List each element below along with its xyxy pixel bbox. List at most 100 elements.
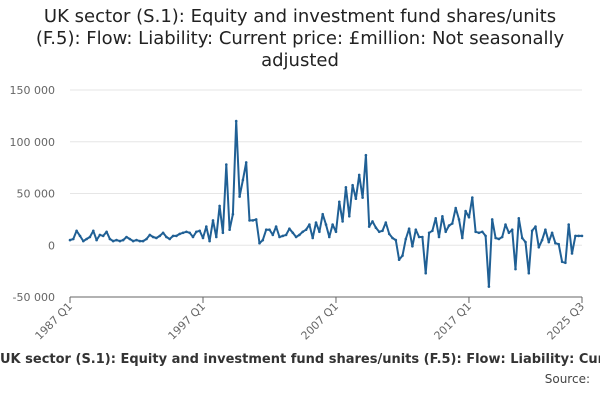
data-point[interactable] bbox=[201, 236, 205, 240]
data-point[interactable] bbox=[537, 246, 541, 249]
data-point[interactable] bbox=[411, 245, 414, 248]
data-point[interactable] bbox=[401, 254, 404, 257]
data-point[interactable] bbox=[381, 229, 384, 233]
data-point[interactable] bbox=[161, 231, 165, 235]
data-point[interactable] bbox=[118, 239, 122, 243]
data-point[interactable] bbox=[441, 215, 444, 218]
data-point[interactable] bbox=[547, 240, 551, 244]
data-point[interactable] bbox=[248, 219, 251, 222]
data-point[interactable] bbox=[437, 235, 441, 239]
data-point[interactable] bbox=[175, 234, 178, 238]
data-point[interactable] bbox=[574, 234, 577, 238]
data-point[interactable] bbox=[407, 227, 411, 230]
data-point[interactable] bbox=[195, 230, 198, 234]
data-point[interactable] bbox=[314, 221, 318, 224]
data-point[interactable] bbox=[181, 231, 185, 235]
data-point[interactable] bbox=[527, 271, 531, 275]
data-point[interactable] bbox=[318, 230, 321, 234]
data-point[interactable] bbox=[484, 234, 487, 238]
data-point[interactable] bbox=[121, 238, 125, 242]
data-point[interactable] bbox=[444, 230, 448, 234]
data-point[interactable] bbox=[92, 229, 95, 233]
data-point[interactable] bbox=[254, 218, 258, 221]
data-point[interactable] bbox=[424, 271, 428, 275]
data-point[interactable] bbox=[524, 240, 527, 244]
data-point[interactable] bbox=[497, 237, 501, 241]
data-point[interactable] bbox=[98, 233, 102, 237]
data-point[interactable] bbox=[461, 236, 464, 240]
data-point[interactable] bbox=[374, 226, 378, 229]
data-point[interactable] bbox=[294, 235, 298, 239]
data-point[interactable] bbox=[264, 228, 268, 231]
data-point[interactable] bbox=[477, 231, 481, 235]
data-point[interactable] bbox=[88, 235, 92, 239]
data-point[interactable] bbox=[354, 197, 358, 200]
data-point[interactable] bbox=[540, 238, 544, 242]
data-point[interactable] bbox=[567, 223, 570, 226]
data-point[interactable] bbox=[274, 225, 278, 228]
data-point[interactable] bbox=[341, 220, 344, 223]
data-point[interactable] bbox=[281, 234, 285, 238]
data-point[interactable] bbox=[284, 233, 288, 237]
data-point[interactable] bbox=[241, 178, 245, 182]
data-point[interactable] bbox=[211, 219, 215, 222]
data-point[interactable] bbox=[191, 235, 195, 239]
data-point[interactable] bbox=[331, 223, 334, 226]
data-point[interactable] bbox=[451, 222, 454, 225]
data-point[interactable] bbox=[507, 231, 511, 235]
data-point[interactable] bbox=[165, 235, 168, 239]
data-point[interactable] bbox=[391, 236, 394, 240]
data-point[interactable] bbox=[131, 239, 135, 243]
data-point[interactable] bbox=[550, 231, 554, 235]
data-point[interactable] bbox=[500, 235, 504, 239]
data-point[interactable] bbox=[215, 235, 218, 239]
data-point[interactable] bbox=[467, 216, 471, 219]
data-point[interactable] bbox=[228, 228, 231, 231]
data-point[interactable] bbox=[361, 196, 364, 199]
data-point[interactable] bbox=[271, 233, 275, 237]
data-point[interactable] bbox=[291, 231, 295, 235]
data-point[interactable] bbox=[188, 231, 191, 235]
data-point[interactable] bbox=[328, 235, 331, 239]
data-point[interactable] bbox=[367, 225, 371, 228]
data-point[interactable] bbox=[145, 237, 148, 241]
data-point[interactable] bbox=[178, 232, 181, 236]
data-point[interactable] bbox=[128, 237, 132, 241]
data-point[interactable] bbox=[338, 200, 341, 204]
data-point[interactable] bbox=[544, 228, 547, 231]
data-point[interactable] bbox=[168, 237, 171, 241]
data-point[interactable] bbox=[474, 230, 477, 234]
data-point[interactable] bbox=[481, 230, 484, 234]
data-point[interactable] bbox=[414, 228, 418, 231]
data-point[interactable] bbox=[357, 173, 361, 177]
data-point[interactable] bbox=[371, 220, 374, 223]
data-point[interactable] bbox=[534, 225, 537, 228]
data-point[interactable] bbox=[234, 119, 238, 123]
data-point[interactable] bbox=[251, 219, 255, 222]
data-point[interactable] bbox=[427, 231, 431, 235]
data-point[interactable] bbox=[198, 229, 201, 233]
data-point[interactable] bbox=[85, 237, 88, 241]
data-point[interactable] bbox=[75, 229, 78, 233]
data-point[interactable] bbox=[148, 233, 152, 237]
data-point[interactable] bbox=[554, 241, 557, 245]
data-point[interactable] bbox=[530, 229, 534, 233]
data-point[interactable] bbox=[344, 186, 348, 189]
data-point[interactable] bbox=[334, 230, 338, 234]
data-point[interactable] bbox=[434, 217, 438, 220]
data-point[interactable] bbox=[225, 163, 228, 166]
data-point[interactable] bbox=[564, 261, 567, 265]
data-point[interactable] bbox=[577, 234, 580, 238]
data-point[interactable] bbox=[244, 161, 248, 164]
data-point[interactable] bbox=[231, 212, 235, 216]
data-point[interactable] bbox=[510, 228, 514, 231]
data-point[interactable] bbox=[348, 215, 351, 218]
data-point[interactable] bbox=[404, 237, 408, 241]
data-point[interactable] bbox=[447, 224, 451, 227]
data-point[interactable] bbox=[101, 234, 105, 238]
data-point[interactable] bbox=[520, 236, 524, 240]
data-point[interactable] bbox=[185, 230, 188, 234]
data-point[interactable] bbox=[218, 204, 221, 208]
data-point[interactable] bbox=[394, 238, 398, 242]
data-point[interactable] bbox=[78, 234, 82, 238]
